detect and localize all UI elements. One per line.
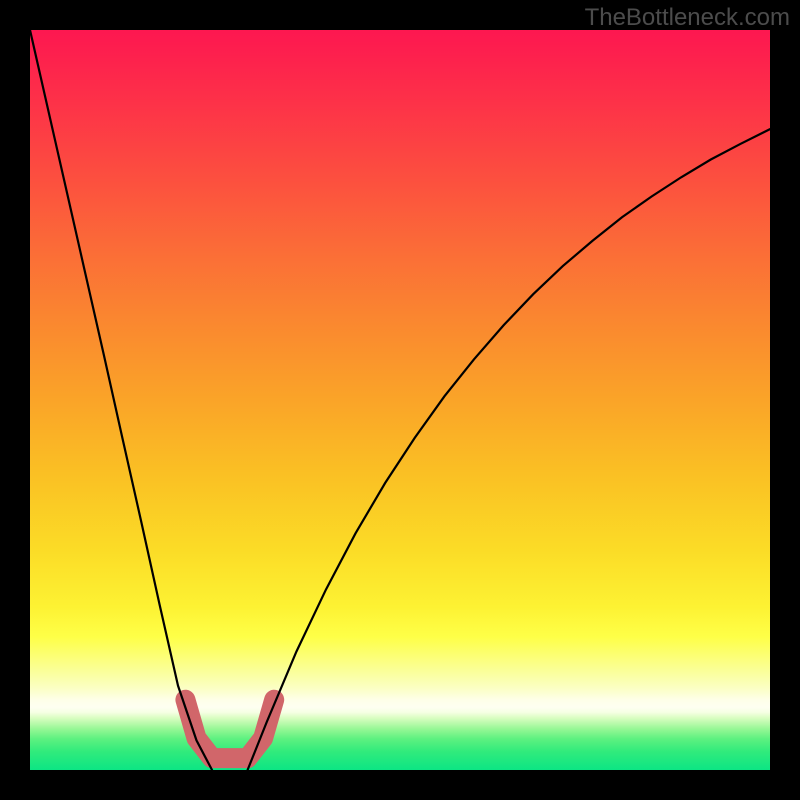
watermark-text: TheBottleneck.com — [585, 4, 790, 32]
chart-container: TheBottleneck.com — [0, 0, 800, 800]
plot-area — [30, 30, 770, 770]
chart-svg — [0, 0, 800, 800]
